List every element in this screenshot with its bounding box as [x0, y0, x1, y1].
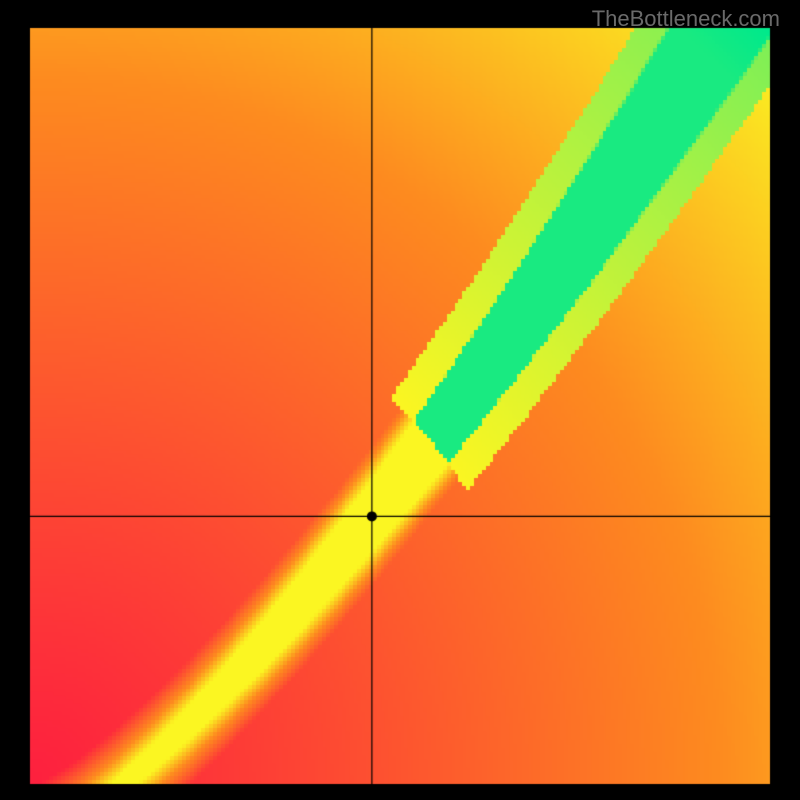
heatmap-canvas: [0, 0, 800, 800]
watermark-label: TheBottleneck.com: [592, 6, 780, 32]
chart-container: TheBottleneck.com: [0, 0, 800, 800]
